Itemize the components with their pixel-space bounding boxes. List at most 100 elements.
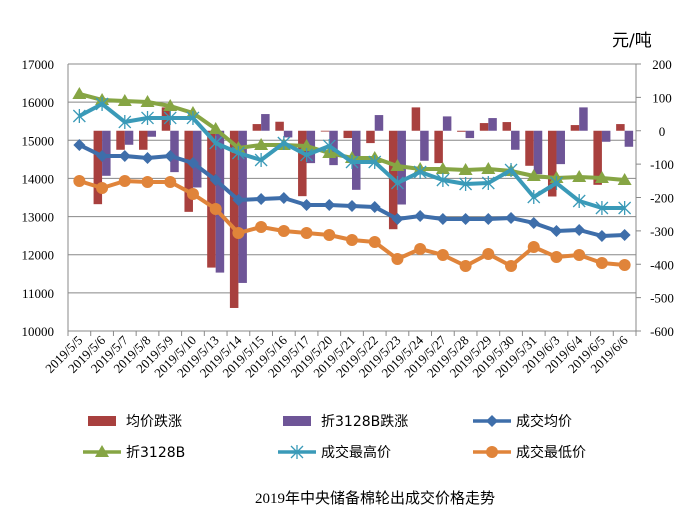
bar-avg-change (366, 130, 375, 144)
max-price-point (595, 200, 609, 215)
right-tick-label: -300 (650, 224, 674, 239)
min-price-point (391, 252, 404, 265)
max-price-point (141, 110, 154, 125)
left-tick-label: 10000 (22, 324, 55, 339)
avg-price-point (118, 150, 131, 163)
bar-avg-change (411, 107, 421, 131)
legend-marker (486, 446, 498, 458)
bar-avg-change (320, 130, 330, 132)
left-tick-label: 15000 (22, 133, 55, 148)
legend-label: 均价跌涨 (126, 414, 182, 430)
avg-price-point (414, 209, 427, 222)
bar-3128b-change (465, 130, 475, 139)
avg-price-point (300, 198, 313, 211)
legend-swatch (88, 416, 116, 426)
max-price-point (72, 108, 86, 123)
avg-price-point (391, 212, 404, 225)
bar-3128b-change (261, 114, 270, 131)
bar-avg-change (616, 124, 625, 131)
bar-avg-change (525, 130, 534, 166)
legend-label: 成交最高价 (321, 444, 391, 461)
bar-3128b-change (238, 130, 247, 283)
left-tick-label: 14000 (22, 171, 55, 186)
bar-avg-change (343, 130, 352, 139)
3128b-price-point (72, 86, 87, 99)
min-price-point (527, 241, 540, 254)
right-tick-label: -600 (650, 324, 674, 339)
3128b-price-point (481, 161, 496, 174)
right-tick-label: -500 (650, 291, 674, 306)
max-price-point (481, 176, 495, 191)
min-price-point (346, 233, 358, 246)
avg-price-point (573, 223, 586, 236)
3128b-price-point (435, 161, 450, 174)
avg-price-point (436, 212, 449, 225)
min-price-point (368, 236, 381, 249)
avg-price-point (482, 212, 495, 225)
max-price-point (436, 172, 450, 187)
bar-avg-change (570, 125, 580, 131)
avg-price-point (186, 156, 199, 169)
3128b-price-point (526, 168, 541, 181)
bar-avg-change (207, 130, 216, 268)
right-tick-label: -200 (650, 191, 674, 206)
bar-avg-change (139, 130, 148, 150)
legend-marker (486, 415, 498, 427)
min-price-point (459, 259, 472, 272)
bar-avg-change (229, 130, 239, 308)
min-price-point (255, 220, 268, 233)
avg-price-point (550, 224, 563, 237)
max-price-point (231, 145, 245, 160)
max-price-point (550, 176, 563, 191)
min-price-point (505, 259, 518, 272)
bar-3128b-change (579, 107, 588, 131)
min-price-point (141, 175, 154, 188)
right-tick-label: 200 (652, 57, 672, 72)
min-price-point (118, 174, 131, 187)
3128b-price-point (458, 162, 473, 175)
avg-price-point (346, 200, 358, 213)
left-tick-label: 16000 (22, 95, 55, 110)
avg-price-point (232, 194, 245, 207)
bar-avg-change (252, 124, 262, 131)
3128b-price-point (594, 171, 609, 184)
bar-3128b-change (556, 130, 565, 165)
bar-3128b-change (420, 130, 429, 161)
bar-avg-change (479, 123, 489, 131)
min-price-point (595, 256, 608, 269)
bar-avg-change (298, 130, 307, 197)
max-price-point (163, 110, 177, 125)
max-price-point (527, 190, 541, 205)
left-tick-label: 11000 (22, 286, 54, 301)
3128b-price-point (299, 139, 314, 152)
bar-3128b-change (102, 130, 111, 176)
3128b-price-point (254, 137, 269, 150)
3128b-price-point (390, 158, 405, 171)
avg-price-point (368, 200, 381, 213)
legend-marker (290, 445, 304, 459)
max-price-point (572, 194, 586, 209)
right-tick-label: -100 (650, 157, 674, 172)
avg-price-point (277, 191, 290, 204)
avg-price-point (209, 173, 222, 186)
legend-label: 折3128B (126, 445, 185, 461)
max-price-point (368, 154, 382, 169)
bar-3128b-change (601, 130, 611, 142)
avg-price-point (505, 211, 518, 224)
bar-avg-change (457, 130, 466, 132)
bar-avg-change (116, 130, 125, 150)
legend-label: 折3128B跌涨 (321, 414, 408, 430)
avg-price-point (141, 151, 154, 164)
3128b-price-point (572, 169, 587, 182)
legend-swatch (283, 416, 311, 426)
avg-price-point (618, 228, 631, 241)
min-price-point (323, 228, 336, 241)
left-tick-label: 13000 (22, 210, 55, 225)
max-price-point (277, 135, 291, 150)
legend-label: 成交均价 (516, 413, 572, 430)
bar-3128b-change (488, 118, 497, 131)
max-price-point (95, 96, 109, 111)
bar-3128b-change (192, 130, 202, 188)
bar-avg-change (184, 130, 193, 212)
